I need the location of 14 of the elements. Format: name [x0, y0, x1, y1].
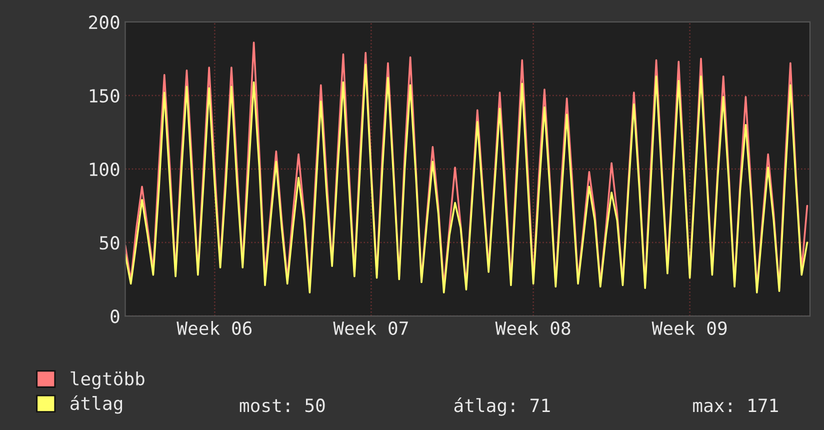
x-tick-label: Week 06 [176, 321, 252, 335]
text: most: 50 [240, 398, 325, 412]
y-tick-label: 200 [89, 15, 120, 30]
x-tick-label: Week 08 [495, 321, 570, 335]
y-tick-label: 0 [110, 310, 120, 324]
text: átlag: 71 [454, 398, 550, 416]
x-tick-label: Week 07 [333, 321, 408, 335]
legend-label: átlag [70, 395, 122, 414]
text: max: 171 [693, 398, 778, 412]
y-tick-label: 50 [100, 236, 120, 250]
x-tick-label: Week 09 [652, 321, 727, 335]
y-tick-label: 150 [90, 88, 120, 103]
y-tick-label: 100 [90, 162, 120, 176]
legend-label: legtöbb [70, 371, 144, 390]
